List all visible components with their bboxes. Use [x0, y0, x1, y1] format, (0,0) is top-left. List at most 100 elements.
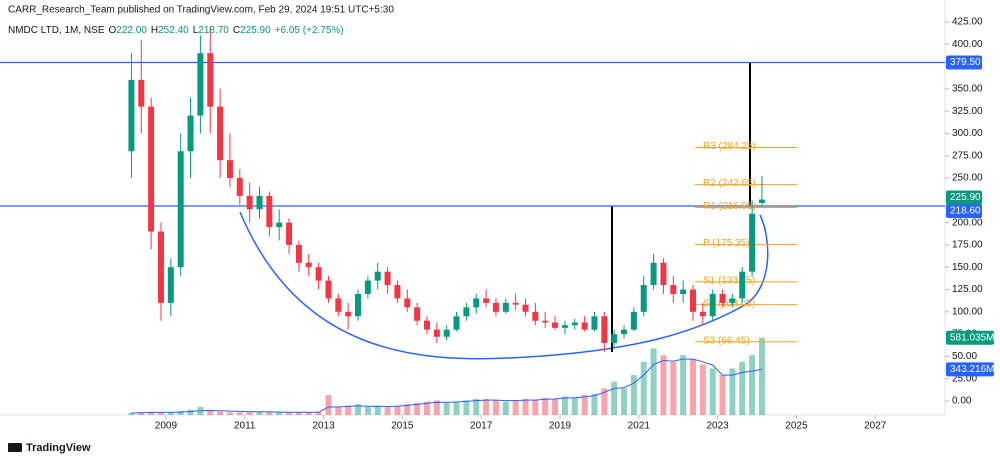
axis-badge — [946, 362, 994, 377]
candle-body — [167, 267, 174, 303]
candle-body — [709, 293, 716, 317]
volume-bar — [561, 396, 568, 415]
legend-value: 218.70 — [198, 25, 229, 36]
candle-body — [433, 329, 440, 337]
volume-bar — [611, 381, 618, 415]
candle-body — [601, 316, 608, 344]
candle-body — [719, 293, 726, 303]
brand-logo: TradingView — [8, 442, 91, 454]
candle-body — [689, 289, 696, 312]
volume-bar — [295, 412, 302, 415]
volume-bar — [315, 412, 322, 415]
volume-bar — [286, 412, 293, 415]
candle-body — [276, 222, 283, 228]
pivot-label: P (175.35) — [703, 238, 750, 249]
candle-body — [473, 298, 480, 308]
volume-bar — [325, 395, 332, 415]
volume-bar — [266, 412, 273, 415]
candle-body — [414, 307, 421, 321]
axis-badge-label: 581.035M — [950, 332, 994, 343]
volume-bar — [423, 401, 430, 415]
volume-bar — [345, 405, 352, 415]
y-tick-label: 275.00 — [952, 150, 983, 161]
candle-body — [246, 195, 253, 210]
candle-body — [355, 293, 362, 317]
candle-body — [325, 280, 332, 299]
pivot-label: S1 (133.75) — [703, 275, 755, 286]
volume-bar — [384, 407, 391, 415]
axis-badge — [946, 204, 982, 219]
candle-body — [680, 289, 687, 294]
candle-body — [749, 213, 756, 272]
candle-body — [384, 271, 391, 286]
volume-bar — [512, 400, 519, 415]
y-tick-label: 25.00 — [952, 373, 977, 384]
volume-bar — [463, 400, 470, 415]
volume-bar — [256, 411, 263, 415]
header: CARR_Research_Team published on TradingV… — [8, 5, 394, 16]
legend-value: +6.05 (+2.75%) — [275, 25, 344, 36]
candle-body — [492, 302, 499, 312]
candle-body — [453, 316, 460, 330]
legend-key: H — [151, 25, 158, 36]
pivot-label: S2 (108.05) — [703, 298, 755, 309]
y-tick-label: 150.00 — [952, 262, 983, 273]
candle-body — [256, 195, 263, 210]
axis-badge-label: 379.50 — [950, 57, 981, 68]
legend-value: 222.00 — [116, 25, 147, 36]
volume-bar — [680, 355, 687, 415]
x-tick-label: 2019 — [549, 421, 572, 432]
candle-body — [197, 53, 204, 116]
y-tick-label: 125.00 — [952, 284, 983, 295]
volume-bar — [739, 361, 746, 415]
volume-bar — [226, 412, 233, 415]
volume-bar — [660, 355, 667, 415]
candle-body — [581, 322, 588, 330]
volume-bar — [670, 361, 677, 415]
legend-value: 252.40 — [158, 25, 189, 36]
volume-bar — [157, 412, 164, 415]
x-tick-label: 2023 — [706, 421, 729, 432]
candle-body — [611, 334, 618, 344]
y-tick-label: 250.00 — [952, 173, 983, 184]
candle-body — [187, 115, 194, 152]
candle-body — [286, 222, 293, 245]
pivot-label: R1 (216.95) — [703, 201, 756, 212]
y-tick-label: 425.00 — [952, 17, 983, 28]
volume-bar — [453, 401, 460, 415]
candle-body — [364, 280, 371, 294]
candle-body — [640, 285, 647, 312]
x-tick-label: 2013 — [312, 421, 335, 432]
candle-body — [542, 320, 549, 323]
candle-body — [394, 285, 401, 299]
y-tick-label: 50.00 — [952, 351, 977, 362]
candle-body — [157, 231, 164, 303]
legend-key: L — [193, 25, 199, 36]
volume-bar — [699, 364, 706, 415]
volume-bar — [522, 399, 529, 415]
candle-body — [207, 53, 214, 107]
volume-bar — [276, 412, 283, 415]
candle-body — [345, 311, 352, 317]
volume-bar — [364, 407, 371, 415]
volume-bar — [473, 399, 480, 415]
y-tick-label: 100.00 — [952, 306, 983, 317]
candle-body — [758, 199, 765, 203]
y-tick-label: 175.00 — [952, 240, 983, 251]
volume-bar — [591, 393, 598, 415]
volume-bar — [187, 409, 194, 415]
candle-body — [305, 262, 312, 268]
volume-bar — [630, 375, 637, 415]
y-tick-label: 400.00 — [952, 39, 983, 50]
candle-body — [443, 329, 450, 337]
candle-body — [512, 302, 519, 305]
candle-body — [295, 244, 302, 263]
candle-body — [148, 106, 155, 232]
volume-ma-line — [131, 358, 763, 414]
volume-bar — [571, 397, 578, 415]
volume-bar — [246, 412, 253, 415]
volume-bar — [552, 399, 559, 415]
volume-bar — [492, 400, 499, 415]
volume-bar — [758, 337, 765, 415]
